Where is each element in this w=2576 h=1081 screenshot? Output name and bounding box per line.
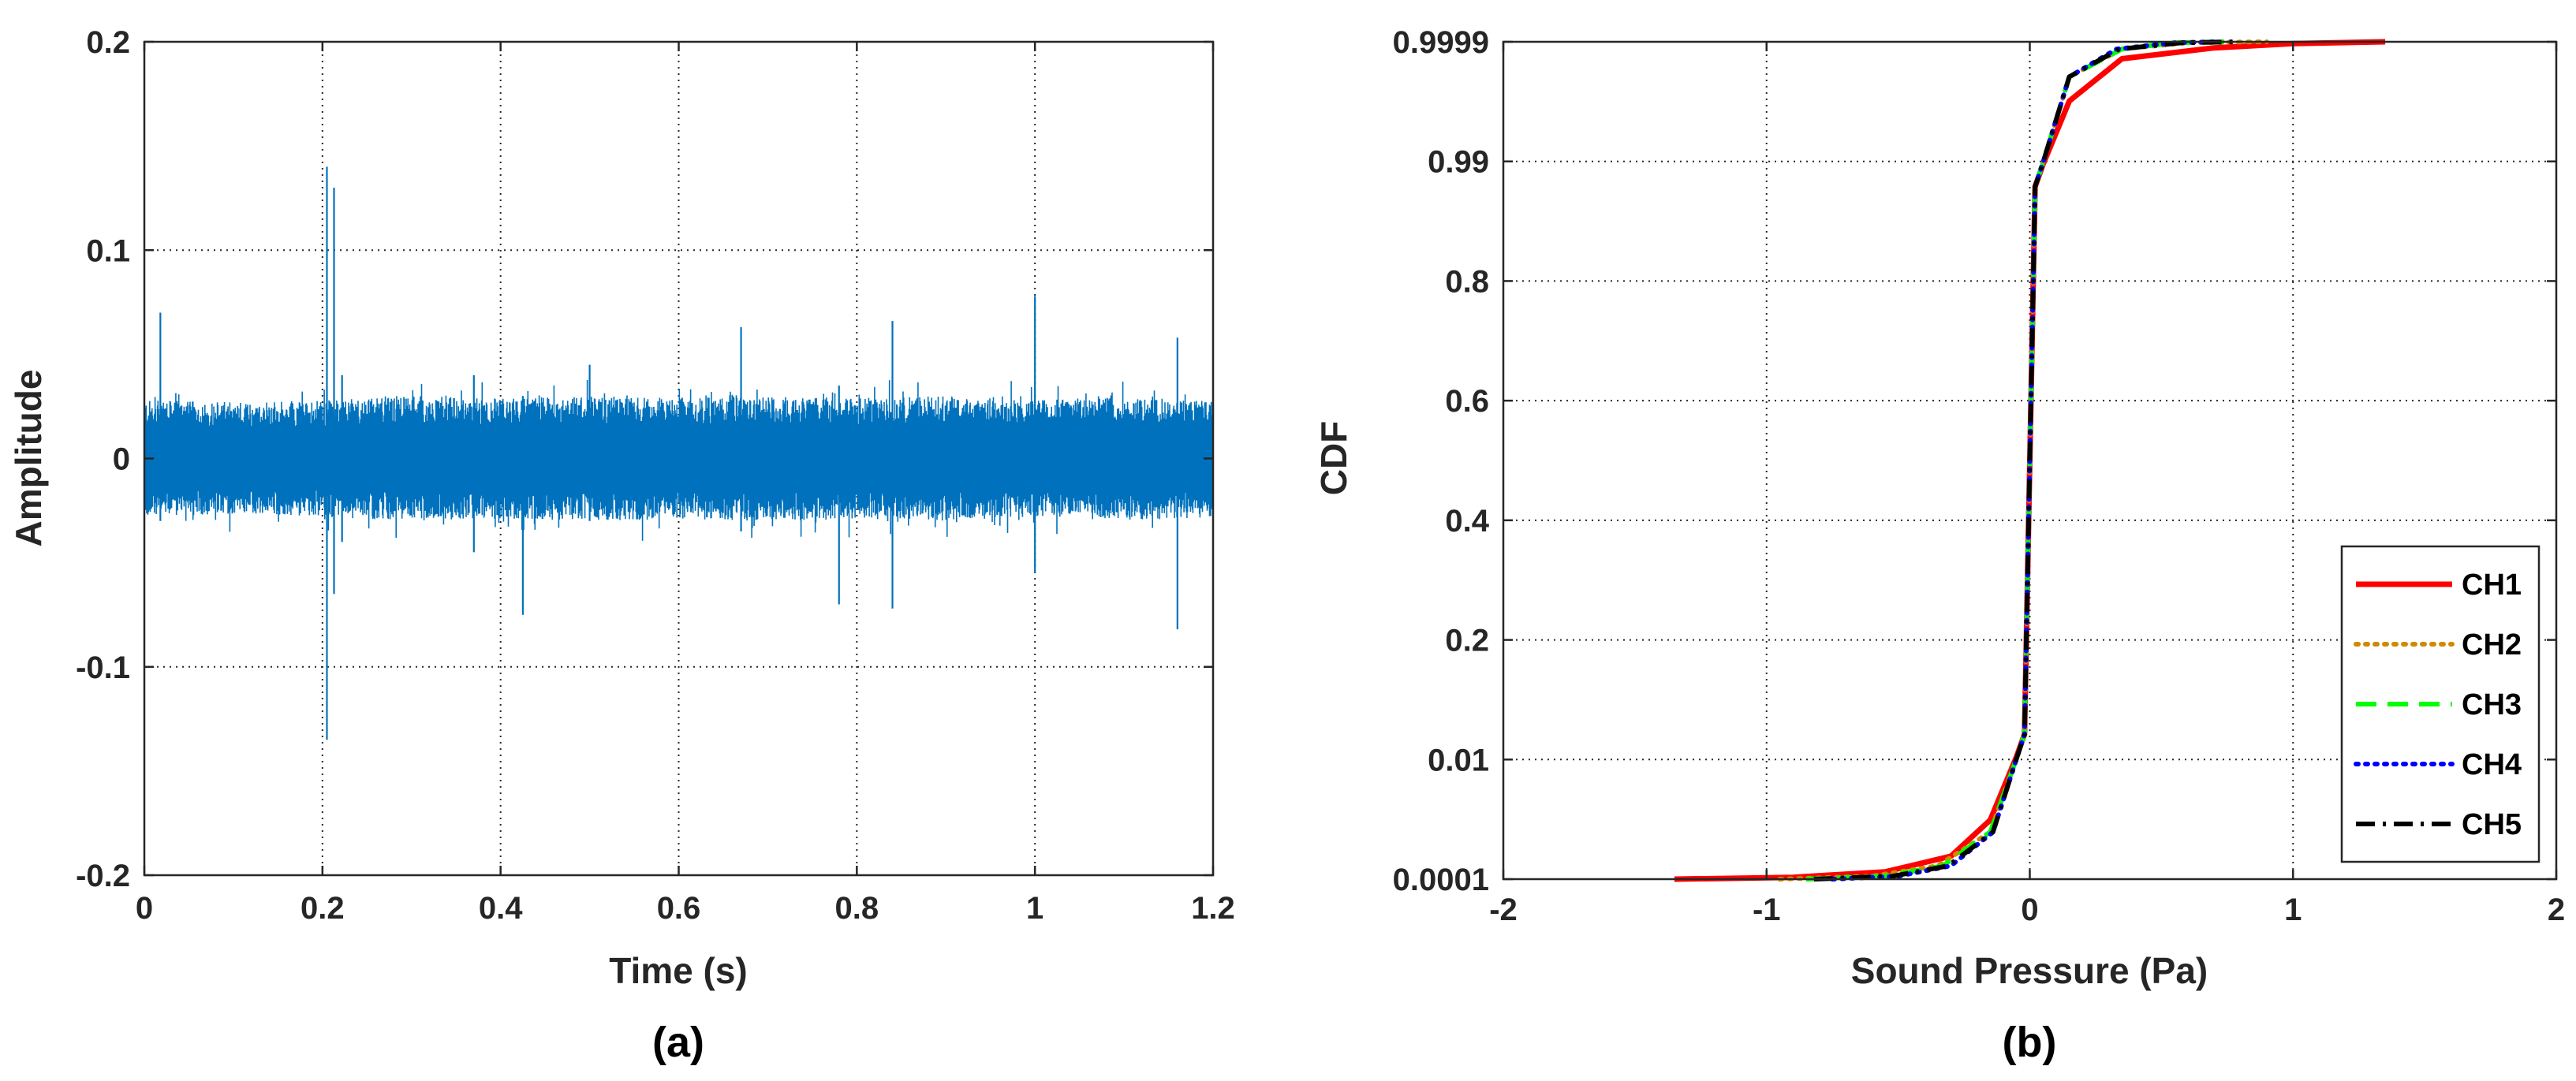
panel-b-legend-label-ch1: CH1 — [2462, 568, 2522, 602]
panel-b-xtick-label: 0 — [2021, 893, 2038, 927]
panel-b-ytick-label: 0.01 — [1428, 743, 1489, 777]
panel-b-ytick-label: 0.2 — [1445, 624, 1489, 658]
panel-a-ticks: 0 0.2 0.4 0.6 0.8 1 1.2 -0.2 -0.1 0 0.1 0.2 — [76, 25, 1235, 926]
panel-a-xtick-label: 1.2 — [1191, 891, 1235, 926]
panel-b-ylabel: CDF — [1313, 421, 1354, 496]
panel-b-caption: (b) — [2003, 1019, 2057, 1066]
panel-b-xlabel: Sound Pressure (Pa) — [1851, 950, 2208, 991]
panel-a-xtick-label: 0.2 — [301, 891, 345, 926]
panel-b-legend-label-ch3: CH3 — [2462, 688, 2522, 721]
panel-b-legend: CH1 CH2 CH3 CH4 CH5 — [2340, 545, 2541, 863]
panel-a-xtick-label: 0.8 — [835, 891, 879, 926]
panel-a-ytick-label: -0.2 — [76, 859, 130, 893]
panel-b-ytick-label: 0.6 — [1445, 384, 1489, 419]
panel-a-ytick-label: 0 — [113, 442, 130, 477]
panel-b-ytick-label: 0.4 — [1445, 504, 1489, 539]
panel-b-xtick-label: -2 — [1489, 893, 1518, 927]
panel-b-cdf-chart: -2 -1 0 1 20.00010.010.20.40.60.80.990.9999 … — [1313, 25, 2565, 1066]
panel-a-xtick-label: 1 — [1026, 891, 1043, 926]
panel-a-xlabel: Time (s) — [609, 950, 748, 991]
panel-b-ytick-label: 0.9999 — [1393, 25, 1489, 60]
panel-a-amplitude-chart: 0 0.2 0.4 0.6 0.8 1 1.2 -0.2 -0.1 0 0.1 0.2 Time (s… — [8, 25, 1235, 1066]
panel-b-ytick-label: 0.8 — [1445, 264, 1489, 299]
panel-b-legend-label-ch4: CH4 — [2462, 748, 2522, 781]
panel-a-xtick-label: 0.4 — [479, 891, 523, 926]
panel-b-xtick-label: 2 — [2548, 893, 2565, 927]
panel-a-xtick-label: 0.6 — [657, 891, 701, 926]
panel-b-series — [1674, 39, 2386, 882]
panel-b-ticks: -2 -1 0 1 2 0.0001 0.01 0.2 0.4 0.6 0.8 0.99 0.9999 — [1393, 25, 2565, 927]
panel-a-ylabel: Amplitude — [8, 370, 49, 547]
panel-b-xtick-label: 1 — [2284, 893, 2302, 927]
panel-b-xtick-label: -1 — [1753, 893, 1781, 927]
panel-a-ytick-label: -0.1 — [76, 650, 130, 685]
panel-a-caption: (a) — [652, 1019, 704, 1066]
panel-b-ytick-label: 0.0001 — [1393, 863, 1489, 897]
panel-b-legend-label-ch5: CH5 — [2462, 808, 2522, 841]
panel-a-ytick-label: 0.2 — [86, 25, 130, 60]
panel-b-legend-label-ch2: CH2 — [2462, 628, 2522, 662]
panel-b-ytick-label: 0.99 — [1428, 145, 1489, 180]
panel-a-xtick-label: 0 — [136, 891, 153, 926]
panel-b-series-ch5 — [1813, 39, 2241, 882]
panel-a-ytick-label: 0.1 — [86, 233, 130, 268]
